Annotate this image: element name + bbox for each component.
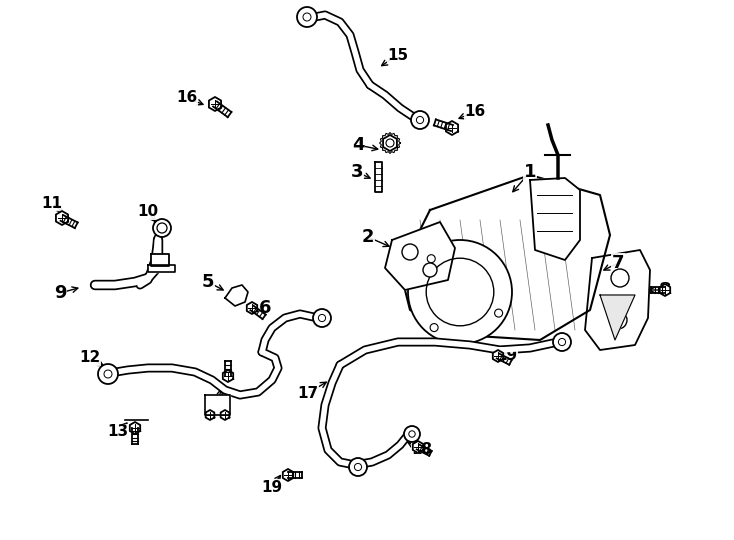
Text: 17: 17 xyxy=(297,386,319,401)
Circle shape xyxy=(355,463,362,470)
Text: 7: 7 xyxy=(611,254,624,272)
Polygon shape xyxy=(379,133,401,153)
Circle shape xyxy=(313,309,331,327)
Polygon shape xyxy=(413,441,424,453)
Text: 19: 19 xyxy=(261,480,283,495)
Text: 14: 14 xyxy=(208,395,228,410)
Polygon shape xyxy=(600,295,635,340)
Polygon shape xyxy=(151,254,169,266)
Polygon shape xyxy=(0,225,5,248)
Text: 16: 16 xyxy=(176,91,197,105)
Text: 2: 2 xyxy=(362,228,374,246)
Text: 4: 4 xyxy=(352,136,364,154)
Circle shape xyxy=(349,458,367,476)
Circle shape xyxy=(404,426,420,442)
Text: 9: 9 xyxy=(54,284,66,302)
Polygon shape xyxy=(530,178,580,260)
Circle shape xyxy=(427,255,435,262)
Circle shape xyxy=(423,263,437,277)
Circle shape xyxy=(386,139,394,147)
Text: 15: 15 xyxy=(388,48,409,63)
Polygon shape xyxy=(400,175,610,340)
Text: 10: 10 xyxy=(137,205,159,219)
Circle shape xyxy=(611,269,629,287)
Text: 5: 5 xyxy=(202,273,214,291)
Text: 12: 12 xyxy=(79,350,101,366)
Polygon shape xyxy=(660,284,670,296)
Circle shape xyxy=(153,219,171,237)
Text: 1: 1 xyxy=(524,163,537,181)
Polygon shape xyxy=(383,135,397,151)
Circle shape xyxy=(559,339,566,346)
Circle shape xyxy=(553,333,571,351)
Polygon shape xyxy=(223,370,233,382)
Circle shape xyxy=(157,223,167,233)
Text: 11: 11 xyxy=(42,195,62,211)
Polygon shape xyxy=(221,410,229,420)
Circle shape xyxy=(98,364,118,384)
Circle shape xyxy=(426,258,494,326)
Text: 6: 6 xyxy=(259,299,272,317)
Circle shape xyxy=(402,244,418,260)
Circle shape xyxy=(495,309,503,317)
Circle shape xyxy=(609,311,627,329)
Polygon shape xyxy=(130,422,140,434)
Polygon shape xyxy=(247,302,257,314)
Polygon shape xyxy=(0,285,5,306)
Text: 16: 16 xyxy=(465,105,486,119)
Circle shape xyxy=(104,370,112,378)
Polygon shape xyxy=(148,265,175,272)
Text: 8: 8 xyxy=(658,281,672,299)
Text: 13: 13 xyxy=(107,424,128,440)
Circle shape xyxy=(430,323,438,332)
Circle shape xyxy=(416,117,424,124)
Circle shape xyxy=(297,7,317,27)
Polygon shape xyxy=(206,410,214,420)
Polygon shape xyxy=(283,469,293,481)
Polygon shape xyxy=(385,222,455,290)
Circle shape xyxy=(409,431,415,437)
Text: 19: 19 xyxy=(496,348,517,362)
Circle shape xyxy=(408,240,512,344)
Text: 3: 3 xyxy=(351,163,363,181)
Circle shape xyxy=(319,314,326,322)
Polygon shape xyxy=(56,211,68,225)
Polygon shape xyxy=(446,121,458,135)
Polygon shape xyxy=(209,97,221,111)
Polygon shape xyxy=(205,395,230,415)
Circle shape xyxy=(303,13,311,21)
Polygon shape xyxy=(493,350,504,362)
Text: 18: 18 xyxy=(412,442,432,457)
Circle shape xyxy=(411,111,429,129)
Polygon shape xyxy=(585,250,650,350)
Polygon shape xyxy=(374,162,382,192)
